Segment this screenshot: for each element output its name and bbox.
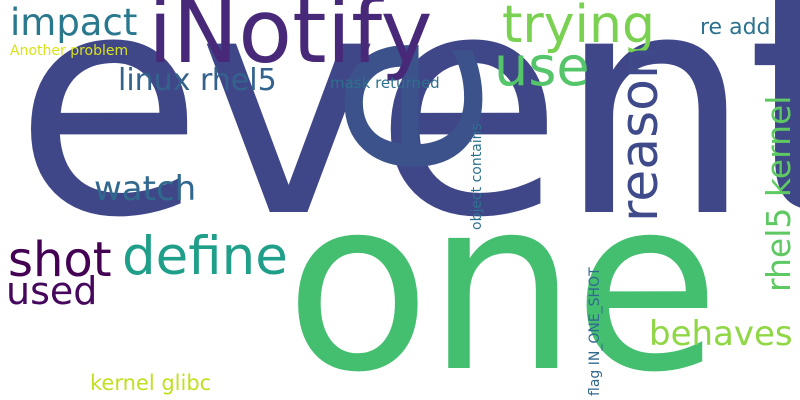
word-watch: watch bbox=[94, 169, 197, 209]
word-used: used bbox=[6, 269, 98, 313]
word-impact: impact bbox=[10, 1, 138, 44]
word-kernel-glibc: kernel glibc bbox=[90, 371, 212, 395]
word-rhel5-kernel: rhel5 kernel bbox=[759, 95, 798, 292]
word-re-add: re add bbox=[700, 15, 771, 40]
word-linux-rhel5: linux rhel5 bbox=[118, 63, 277, 98]
word-reason: reason bbox=[610, 46, 670, 222]
word-object-contains: object contains bbox=[469, 123, 485, 230]
word-inotify: iNotify bbox=[148, 0, 433, 83]
word-define: define bbox=[122, 226, 288, 287]
word-shot: shot bbox=[8, 232, 112, 288]
word-behaves: behaves bbox=[649, 314, 793, 354]
word-another-problem: Another problem bbox=[10, 43, 129, 59]
word-mask-returned: mask returned bbox=[330, 74, 440, 92]
word-one: one bbox=[285, 148, 720, 400]
word-use: use bbox=[494, 35, 590, 98]
word-event: event bbox=[14, 0, 800, 285]
word-trying: trying bbox=[502, 0, 655, 55]
word-flag-in-one-shot: flag IN_ONE_SHOT bbox=[587, 267, 603, 396]
